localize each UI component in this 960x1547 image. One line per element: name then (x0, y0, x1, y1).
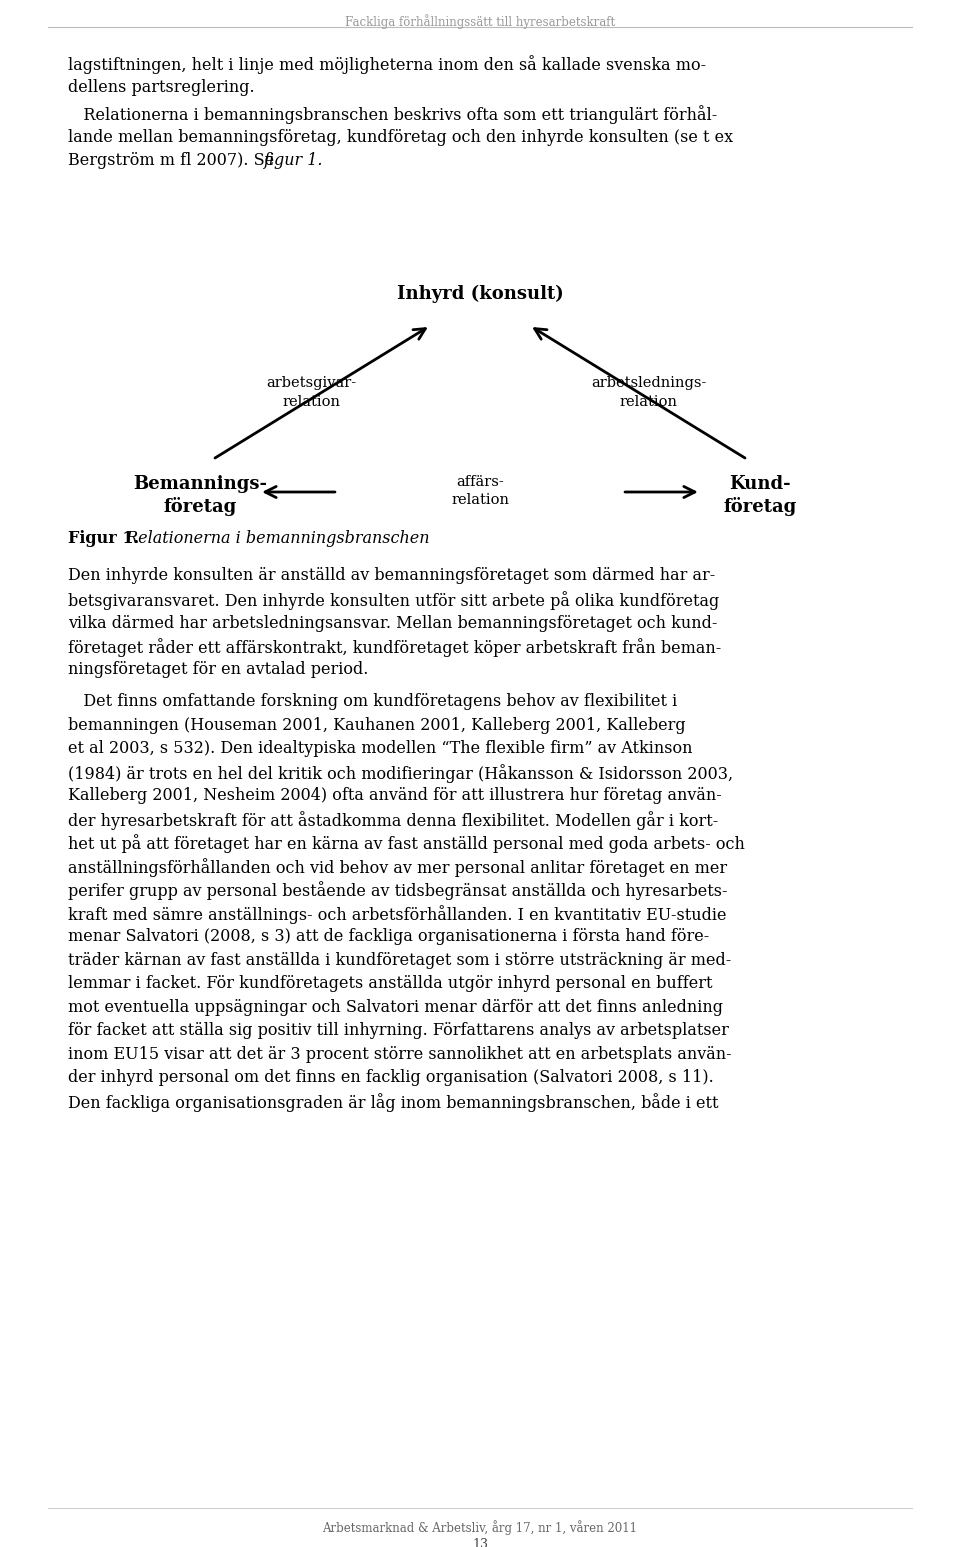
Text: lemmar i facket. För kundföretagets anställda utgör inhyrd personal en buffert: lemmar i facket. För kundföretagets anst… (68, 975, 712, 992)
Text: Bemannings-
företag: Bemannings- företag (133, 475, 267, 517)
Text: ningsföretaget för en avtalad period.: ningsföretaget för en avtalad period. (68, 662, 369, 679)
Text: lande mellan bemanningsföretag, kundföretag och den inhyrde konsulten (se t ex: lande mellan bemanningsföretag, kundföre… (68, 128, 733, 145)
Text: Relationerna i bemanningsbranschen beskrivs ofta som ett triangulärt förhål-: Relationerna i bemanningsbranschen beskr… (68, 105, 717, 124)
Text: dellens partsreglering.: dellens partsreglering. (68, 79, 254, 96)
Text: Den inhyrde konsulten är anställd av bemanningsföretaget som därmed har ar-: Den inhyrde konsulten är anställd av bem… (68, 568, 715, 585)
Text: et al 2003, s 532). Den idealtypiska modellen “The flexible firm” av Atkinson: et al 2003, s 532). Den idealtypiska mod… (68, 739, 692, 756)
Text: der inhyrd personal om det finns en facklig organisation (Salvatori 2008, s 11).: der inhyrd personal om det finns en fack… (68, 1069, 713, 1086)
Text: Bergström m fl 2007). Se: Bergström m fl 2007). Se (68, 152, 279, 169)
Text: för facket att ställa sig positiv till inhyrning. Författarens analys av arbetsp: för facket att ställa sig positiv till i… (68, 1023, 729, 1040)
Text: lagstiftningen, helt i linje med möjligheterna inom den så kallade svenska mo-: lagstiftningen, helt i linje med möjligh… (68, 56, 707, 74)
Text: Den fackliga organisationsgraden är låg inom bemanningsbranschen, både i ett: Den fackliga organisationsgraden är låg … (68, 1092, 718, 1112)
Text: vilka därmed har arbetsledningsansvar. Mellan bemanningsföretaget och kund-: vilka därmed har arbetsledningsansvar. M… (68, 614, 717, 631)
Text: Fackliga förhållningssätt till hyresarbetskraft: Fackliga förhållningssätt till hyresarbe… (345, 14, 615, 29)
Text: kraft med sämre anställnings- och arbetsförhållanden. I en kvantitativ EU-studie: kraft med sämre anställnings- och arbets… (68, 905, 727, 924)
Text: Relationerna i bemanningsbranschen: Relationerna i bemanningsbranschen (121, 531, 429, 548)
Text: Inhyrd (konsult): Inhyrd (konsult) (396, 285, 564, 303)
Text: Arbetsmarknad & Arbetsliv, årg 17, nr 1, våren 2011: Arbetsmarknad & Arbetsliv, årg 17, nr 1,… (323, 1521, 637, 1535)
Text: Figur 1.: Figur 1. (68, 531, 139, 548)
Text: Det finns omfattande forskning om kundföretagens behov av flexibilitet i: Det finns omfattande forskning om kundfö… (68, 693, 677, 710)
Text: menar Salvatori (2008, s 3) att de fackliga organisationerna i första hand före-: menar Salvatori (2008, s 3) att de fackl… (68, 928, 709, 945)
Text: Kalleberg 2001, Nesheim 2004) ofta använd för att illustrera hur företag använ-: Kalleberg 2001, Nesheim 2004) ofta använ… (68, 787, 722, 804)
Text: affärs-
relation: affärs- relation (451, 475, 509, 507)
Text: figur 1.: figur 1. (264, 152, 324, 169)
Text: der hyresarbetskraft för att åstadkomma denna flexibilitet. Modellen går i kort-: der hyresarbetskraft för att åstadkomma … (68, 811, 718, 829)
Text: perifer grupp av personal bestående av tidsbegränsat anställda och hyresarbets-: perifer grupp av personal bestående av t… (68, 882, 728, 900)
Text: arbetsgivar-
relation: arbetsgivar- relation (267, 376, 356, 408)
Text: mot eventuella uppsägningar och Salvatori menar därför att det finns anledning: mot eventuella uppsägningar och Salvator… (68, 999, 723, 1016)
Text: inom EU15 visar att det är 3 procent större sannolikhet att en arbetsplats använ: inom EU15 visar att det är 3 procent stö… (68, 1046, 732, 1063)
Text: 13: 13 (472, 1538, 488, 1547)
Text: Kund-
företag: Kund- företag (724, 475, 797, 517)
Text: het ut på att företaget har en kärna av fast anställd personal med goda arbets- : het ut på att företaget har en kärna av … (68, 834, 745, 852)
Text: träder kärnan av fast anställda i kundföretaget som i större utsträckning är med: träder kärnan av fast anställda i kundfö… (68, 951, 732, 968)
Text: företaget råder ett affärskontrakt, kundföretaget köper arbetskraft från beman-: företaget råder ett affärskontrakt, kund… (68, 637, 721, 657)
Text: bemanningen (Houseman 2001, Kauhanen 2001, Kalleberg 2001, Kalleberg: bemanningen (Houseman 2001, Kauhanen 200… (68, 716, 685, 733)
Text: arbetslednings-
relation: arbetslednings- relation (590, 376, 707, 408)
Text: betsgivaransvaret. Den inhyrde konsulten utför sitt arbete på olika kundföretag: betsgivaransvaret. Den inhyrde konsulten… (68, 591, 719, 610)
Text: anställningsförhållanden och vid behov av mer personal anlitar företaget en mer: anställningsförhållanden och vid behov a… (68, 857, 727, 877)
Text: (1984) är trots en hel del kritik och modifieringar (Håkansson & Isidorsson 2003: (1984) är trots en hel del kritik och mo… (68, 764, 733, 783)
